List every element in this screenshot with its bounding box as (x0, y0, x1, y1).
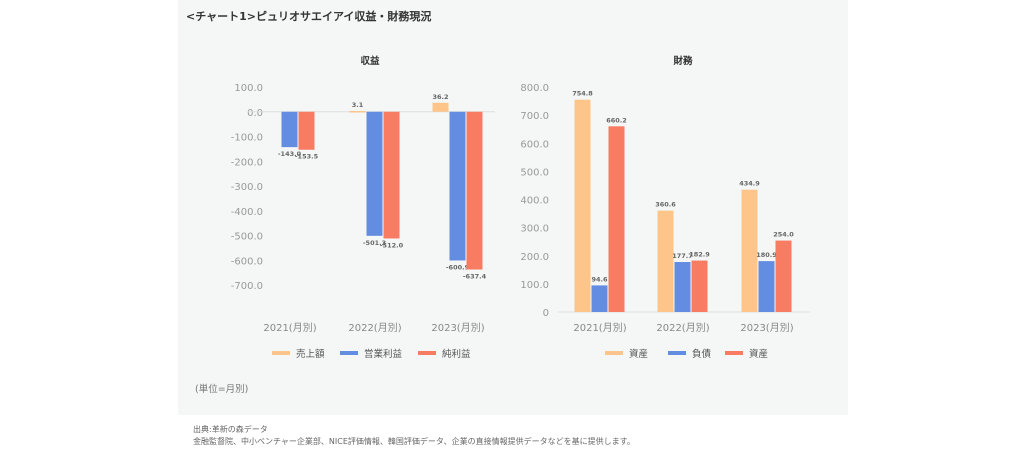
data-label: 182.9 (689, 251, 710, 259)
data-label: -637.4 (463, 273, 487, 281)
data-label: 3.1 (352, 101, 364, 109)
x-tick-label: 2021(月別) (573, 322, 626, 334)
y-tick-label: 400.0 (520, 196, 549, 207)
data-label: 754.8 (572, 90, 593, 98)
y-tick-label: 200.0 (520, 252, 549, 263)
legend-label: 純利益 (442, 348, 471, 360)
y-tick-label: 0.0 (247, 108, 263, 119)
y-tick-label: 500.0 (520, 167, 549, 178)
x-tick-label: 2021(月別) (263, 322, 316, 334)
data-label: 360.6 (655, 201, 676, 209)
y-tick-label: -500.0 (231, 232, 263, 243)
legend-swatch (668, 351, 686, 355)
data-label: -143.0 (278, 150, 302, 158)
data-label: -512.0 (380, 241, 404, 249)
footer-note: 金融監督院、中小ベンチャー企業部、NICE評価情報、韓国評価データ、企業の直接情… (193, 437, 635, 446)
y-tick-label: 800.0 (520, 83, 549, 94)
y-tick-label: -600.0 (231, 256, 263, 267)
legend-swatch (340, 351, 358, 355)
bar (574, 99, 591, 313)
chart-title: 財務 (672, 55, 693, 67)
legend-swatch (605, 351, 623, 355)
bar (591, 285, 608, 312)
x-tick-label: 2023(月別) (740, 322, 793, 334)
page-title: <チャート1>ピュリオサエイアイ収益・財務現況 (186, 10, 432, 23)
legend-label: 営業利益 (364, 348, 403, 360)
bar (298, 111, 315, 150)
y-tick-label: -300.0 (231, 182, 263, 193)
data-label: -600.9 (446, 263, 470, 271)
data-label: 177.7 (672, 252, 693, 260)
bar (657, 210, 674, 312)
bar (349, 110, 366, 113)
bar (432, 102, 449, 112)
y-tick-label: -200.0 (231, 157, 263, 168)
y-tick-label: -100.0 (231, 133, 263, 144)
x-tick-label: 2022(月別) (656, 322, 709, 334)
footer-source: 出典:革新の森データ (193, 425, 268, 434)
legend-swatch (418, 351, 436, 355)
bar (674, 262, 691, 312)
bar (608, 126, 625, 312)
y-tick-label: -700.0 (231, 281, 263, 292)
y-tick-label: -400.0 (231, 207, 263, 218)
legend-label: 資産 (629, 348, 648, 360)
bar (691, 260, 708, 312)
bar (449, 111, 466, 261)
data-label: -501.3 (363, 239, 386, 247)
chart-panel (178, 0, 848, 415)
data-label: 180.9 (756, 251, 777, 259)
bar (466, 111, 483, 270)
chart-title: 収益 (360, 55, 380, 67)
legend-label: 負債 (692, 348, 712, 360)
bar (758, 261, 775, 312)
y-tick-label: 600.0 (520, 139, 549, 150)
data-label: 94.6 (591, 275, 608, 283)
legend-label: 資産 (749, 348, 768, 360)
unit-note: (単位=月別) (195, 384, 249, 395)
bar (741, 189, 758, 312)
x-tick-label: 2023(月別) (431, 322, 484, 334)
bar (775, 240, 792, 312)
data-label: 36.2 (432, 93, 448, 101)
y-tick-label: 300.0 (520, 224, 549, 235)
legend-swatch (725, 351, 743, 355)
bar (281, 111, 298, 148)
y-tick-label: 100.0 (520, 280, 549, 291)
data-label: 660.2 (606, 116, 627, 124)
data-label: -153.5 (295, 153, 319, 161)
y-tick-label: 100.0 (234, 83, 263, 94)
y-tick-label: 700.0 (520, 111, 549, 122)
bar (383, 111, 400, 239)
y-tick-label: 0 (543, 308, 549, 319)
legend-swatch (272, 351, 290, 355)
data-label: 434.9 (739, 180, 760, 188)
data-label: 254.0 (773, 231, 794, 239)
legend-label: 売上額 (296, 348, 325, 360)
bar (366, 111, 383, 236)
x-tick-label: 2022(月別) (348, 322, 401, 334)
